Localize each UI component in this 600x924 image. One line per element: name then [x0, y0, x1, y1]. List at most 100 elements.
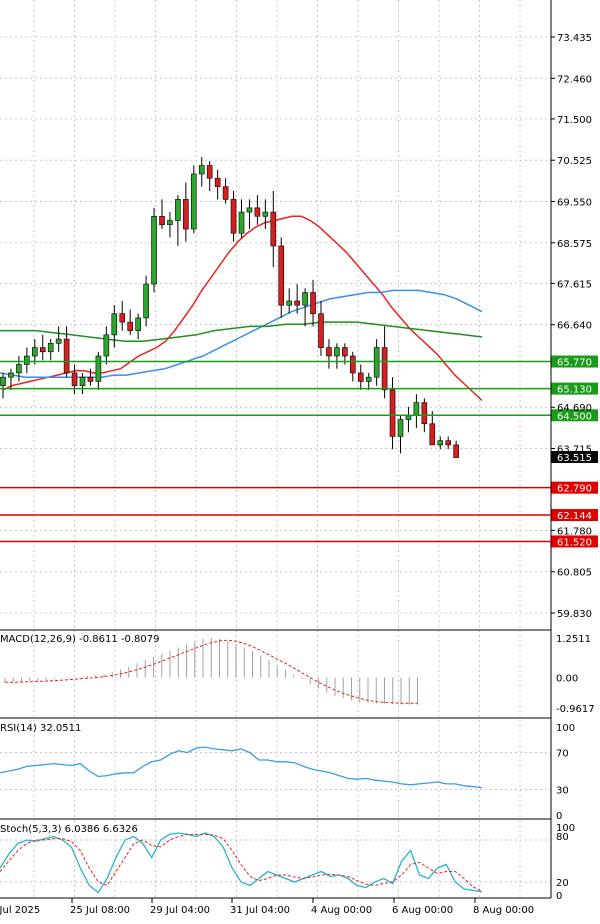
ma-line: [0, 321, 483, 342]
level-value: 62.144: [557, 511, 592, 522]
rsi-tick-label: 70: [556, 749, 569, 760]
rsi-line: [0, 746, 483, 789]
rsi-tick-label: 0: [556, 811, 562, 822]
candle-body: [206, 165, 213, 179]
stoch-d: [0, 833, 483, 892]
time-tick-label: 4 Aug 00:00: [311, 905, 372, 916]
candle-body: [135, 317, 141, 331]
price-tick-label: 71.500: [557, 115, 592, 126]
main-pane: 65.770 65.130 64.500 62.790 62.144 61.520: [0, 157, 598, 548]
macd-tick-label: -0.9617: [556, 704, 595, 715]
candle-body: [95, 355, 102, 382]
candle-body: [342, 347, 348, 357]
level-value: 64.500: [557, 411, 592, 422]
level-lines: 65.770 65.130 64.500 62.790 62.144 61.520: [0, 355, 598, 548]
candle-body: [254, 207, 261, 217]
candle-body: [8, 372, 14, 378]
ma-line: [2, 215, 483, 402]
stoch-tick-label: 80: [556, 832, 569, 843]
candle-body: [159, 215, 165, 226]
stoch-tick-label: 20: [556, 878, 569, 889]
time-tick-label: 8 Aug 00:00: [473, 905, 534, 916]
level-value: 65.770: [557, 358, 592, 369]
stoch-tick-label: 100: [556, 823, 575, 834]
candle-body: [39, 347, 46, 353]
candle-body: [365, 376, 372, 382]
macd-signal: [5, 639, 418, 704]
candle-body: [143, 283, 149, 319]
candle-body: [63, 338, 70, 374]
candle-body: [389, 389, 396, 437]
candle-body: [238, 211, 245, 234]
price-tick-label: 63.715: [557, 445, 592, 456]
candle-body: [87, 376, 94, 382]
candle-body: [167, 220, 173, 226]
candle-body: [334, 347, 340, 357]
level-tag: [551, 509, 598, 522]
candle-body: [421, 402, 428, 425]
stoch-tick-label: 0: [556, 891, 562, 902]
candle-body: [246, 207, 253, 213]
macd-tick-label: 1.2511: [556, 634, 591, 645]
candle-body: [397, 419, 404, 437]
candle-body: [55, 338, 62, 344]
candle-body: [413, 402, 420, 416]
candle-body: [222, 186, 229, 200]
grid: [0, 0, 551, 898]
candle-body: [310, 292, 316, 314]
level-value: 61.520: [557, 537, 592, 548]
price-tick-label: 68.575: [557, 239, 592, 250]
candle-body: [278, 245, 285, 306]
candle-body: [79, 376, 86, 386]
level-tag: [551, 382, 598, 395]
candle-body: [191, 173, 197, 230]
ma-line: [0, 289, 483, 378]
macd-pane: MACD(12,26,9) -0.8611 -0.8079: [0, 634, 418, 705]
macd-signal-line: [5, 639, 418, 704]
candle-body: [326, 347, 332, 357]
candle-body: [198, 165, 205, 175]
rsi-line: [0, 746, 551, 790]
stoch-label: Stoch(5,3,3) 6.0386 6.6326: [0, 824, 138, 835]
candle-body: [103, 334, 110, 357]
candle-body: [429, 423, 436, 446]
time-tick-label: 31 Jul 04:00: [230, 905, 290, 916]
price-tick-label: 73.435: [557, 33, 592, 44]
candle-body: [349, 355, 356, 374]
candle-body: [357, 372, 364, 382]
price-tick-label: 70.525: [557, 156, 592, 167]
candle-body: [381, 347, 388, 391]
candle-body: [437, 440, 444, 446]
price-tick-label: 64.690: [557, 403, 592, 414]
stoch-pane: Stoch(5,3,3) 6.0386 6.6326: [0, 824, 551, 894]
candle-body: [183, 199, 189, 230]
macd-histogram: [4, 638, 418, 705]
time-tick-label: 25 Jul 08:00: [70, 905, 130, 916]
price-tick-label: 59.830: [557, 609, 592, 620]
candle-body: [24, 355, 30, 365]
rsi-pane: RSI(14) 32.0511: [0, 723, 551, 790]
current-price-value: 63.515: [557, 453, 592, 464]
candle-body: [31, 347, 38, 357]
candle-body: [373, 347, 380, 378]
candle-body: [286, 300, 293, 306]
time-axis: 4 Jul 2025 25 Jul 08:00 29 Jul 04:00 31 Jul…: [0, 898, 534, 916]
stoch-lines: [0, 832, 551, 894]
price-tick-label: 60.805: [557, 568, 592, 579]
time-tick-label: 29 Jul 04:00: [150, 905, 210, 916]
rsi-tick-label: 100: [556, 723, 575, 734]
candle-body: [230, 199, 237, 234]
candle-body: [127, 321, 133, 331]
rsi-label: RSI(14) 32.0511: [0, 723, 81, 734]
candle-body: [214, 177, 221, 187]
time-tick-label: 6 Aug 00:00: [392, 905, 453, 916]
candle-body: [262, 211, 269, 217]
candle-body: [302, 292, 308, 306]
candle-body: [453, 444, 459, 458]
candle-body: [294, 300, 300, 306]
level-value: 65.130: [557, 385, 592, 396]
candle-body: [445, 440, 452, 446]
price-tick-label: 61.780: [557, 526, 592, 537]
